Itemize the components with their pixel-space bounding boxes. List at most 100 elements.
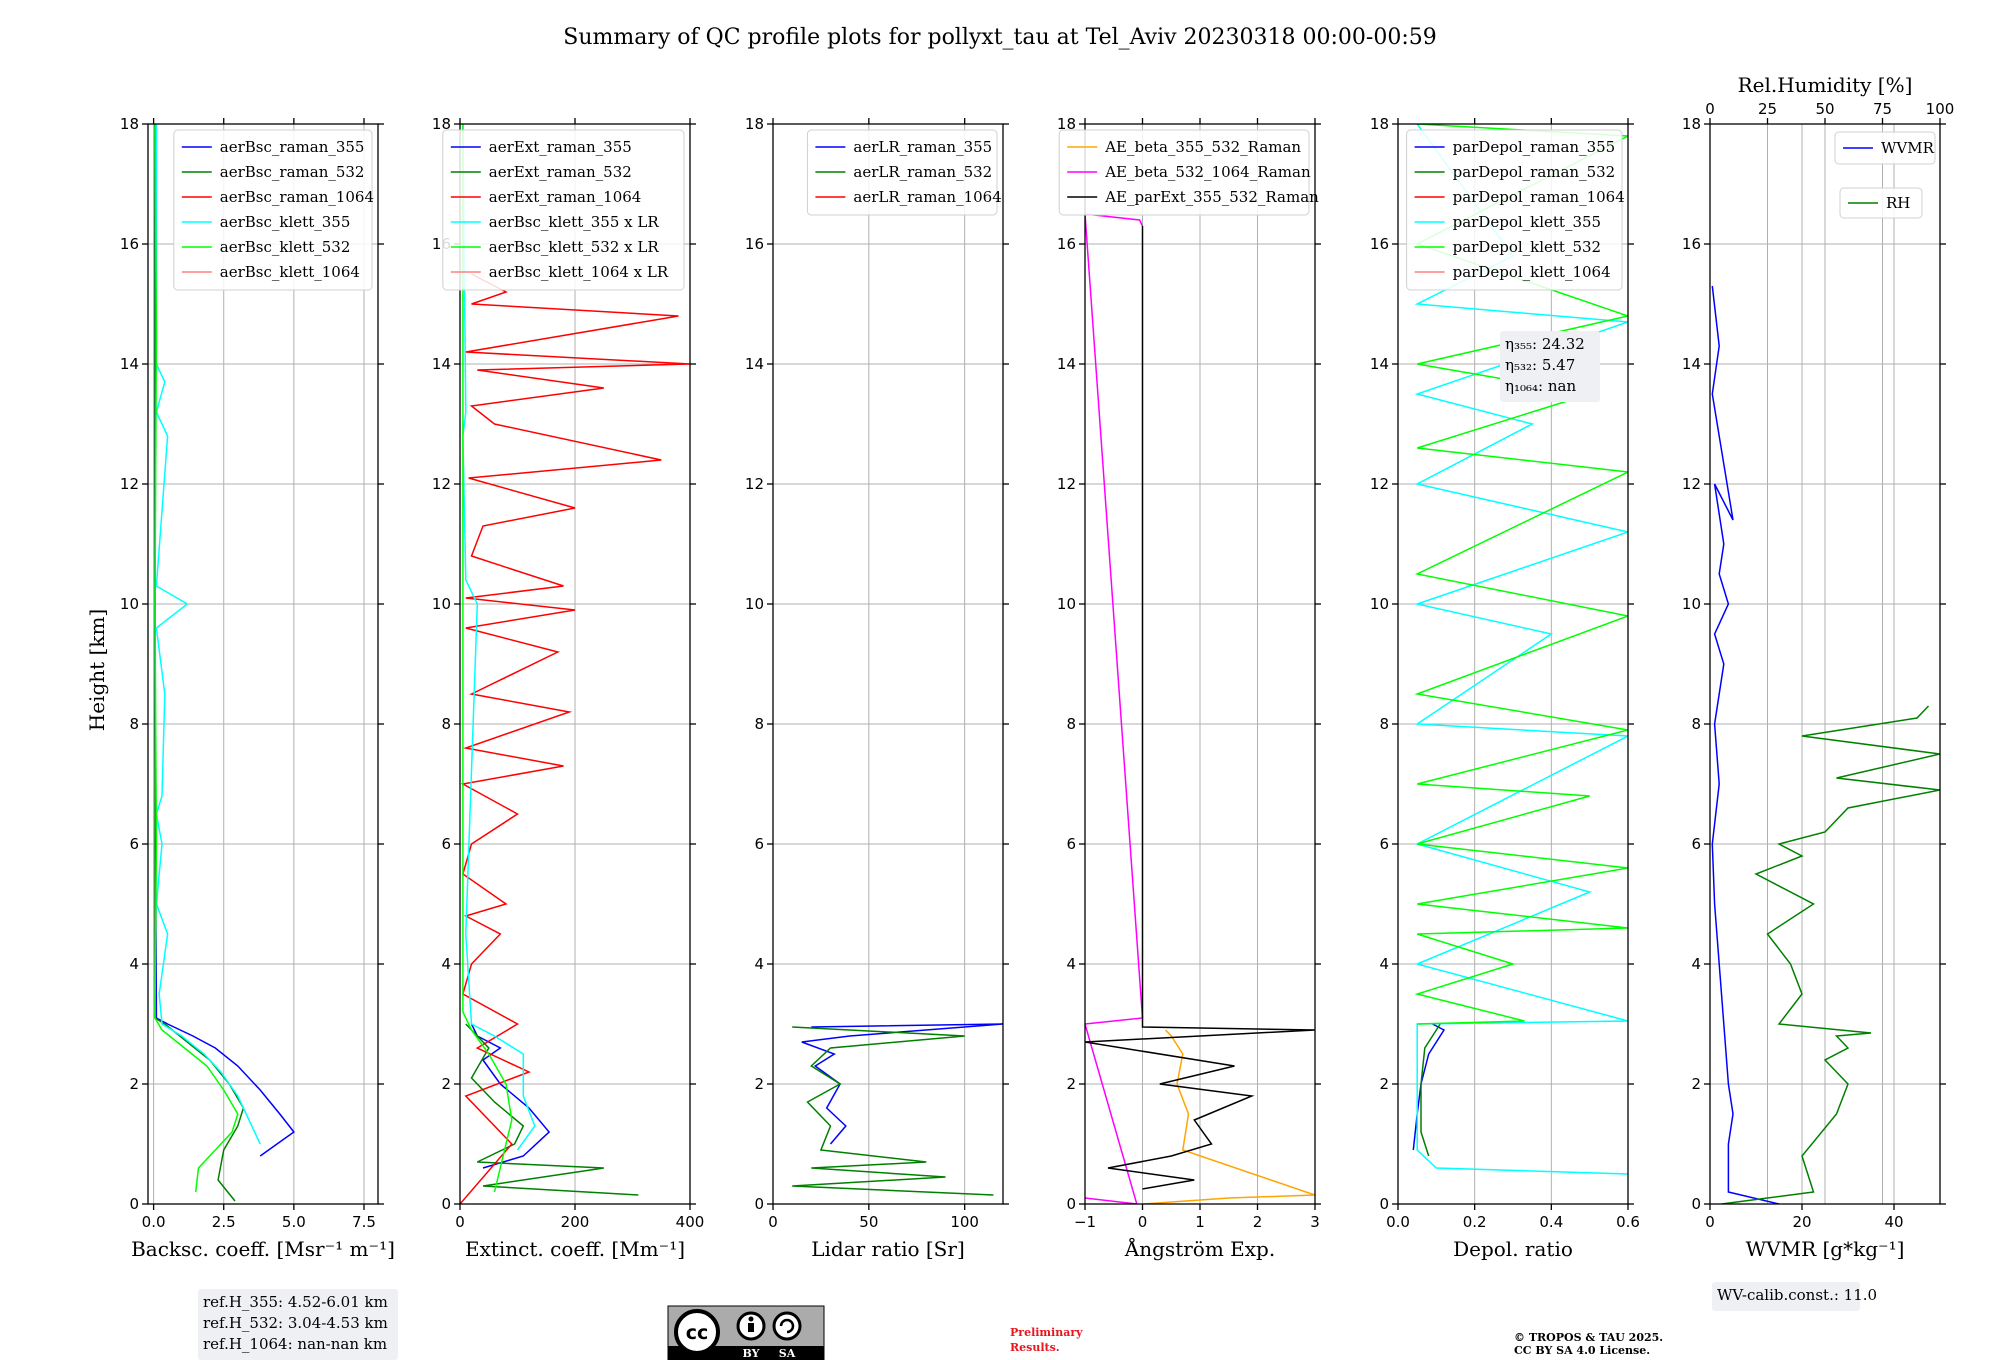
y-tick-label: 10 [1682, 595, 1701, 613]
plot-frame [1397, 123, 1629, 1205]
legend-label: aerBsc_raman_355 [220, 138, 365, 156]
cc-license-badge: cc BY SA [667, 1305, 825, 1360]
x2-tick-label: 25 [1758, 100, 1777, 118]
legend-label: aerLR_raman_532 [853, 163, 992, 181]
x-tick-label: 7.5 [352, 1213, 376, 1231]
y-tick-label: 4 [441, 955, 451, 973]
legend-label: parDepol_raman_532 [1453, 163, 1616, 181]
textbox-line: η₁₀₆₄: nan [1505, 377, 1576, 395]
x-tick-label: 40 [1884, 1213, 1903, 1231]
y-tick-label: 0 [129, 1195, 139, 1213]
x2-tick-label: 0 [1705, 100, 1715, 118]
y-tick-label: 4 [1691, 955, 1701, 973]
x2-tick-label: 50 [1815, 100, 1834, 118]
x2-axis-label: Rel.Humidity [%] [1738, 73, 1913, 97]
x-axis-label: WVMR [g*kg⁻¹] [1746, 1237, 1905, 1261]
legend-box [173, 129, 373, 291]
legend-label: AE_beta_532_1064_Raman [1104, 163, 1311, 181]
y-tick-label: 4 [1379, 955, 1389, 973]
cc-sa-label: SA [779, 1347, 796, 1360]
y-axis-label: Height [km] [85, 609, 109, 731]
y-tick-label: 12 [432, 475, 451, 493]
legend-label: aerBsc_klett_355 [220, 213, 351, 231]
series-group [1085, 213, 1315, 1204]
series-group [460, 124, 690, 1204]
y-tick-label: 10 [1057, 595, 1076, 613]
x-axis-label: Ångström Exp. [1124, 1236, 1275, 1261]
y-tick-label: 8 [1691, 715, 1701, 733]
legend-label: aerBsc_raman_1064 [220, 188, 374, 206]
share-alike-icon [772, 1311, 802, 1341]
y-tick-label: 4 [754, 955, 764, 973]
y-tick-label: 12 [1057, 475, 1076, 493]
legend-label: aerBsc_klett_1064 [220, 263, 360, 281]
y-tick-label: 18 [432, 115, 451, 133]
legend-label: aerBsc_klett_355 x LR [489, 213, 660, 231]
preliminary-label-2: Results. [1010, 1341, 1060, 1354]
y-tick-label: 0 [441, 1195, 451, 1213]
x-tick-label: 0.4 [1539, 1213, 1563, 1231]
legend-label: aerLR_raman_355 [853, 138, 992, 156]
y-tick-label: 2 [1691, 1075, 1701, 1093]
legend-label: aerExt_raman_355 [489, 138, 632, 156]
x-tick-label: 0.0 [142, 1213, 166, 1231]
legend: aerBsc_raman_355 aerBsc_raman_532 aerBsc_r… [173, 129, 374, 291]
legend-label: aerExt_raman_1064 [489, 188, 642, 206]
x-tick-label: 5.0 [282, 1213, 306, 1231]
info-textbox: η₃₅₅: 24.32 η₅₃₂: 5.47 η₁₀₆₄: nan [1500, 331, 1600, 402]
legend-label: RH [1886, 194, 1910, 212]
legend-box [1058, 129, 1310, 216]
y-tick-label: 18 [1370, 115, 1389, 133]
legend-box [806, 129, 998, 216]
y-tick-label: 12 [745, 475, 764, 493]
x-tick-label: 400 [676, 1213, 705, 1231]
legend-label: aerBsc_raman_532 [220, 163, 365, 181]
x-tick-label: −1 [1074, 1213, 1096, 1231]
y-tick-label: 18 [1057, 115, 1076, 133]
x-tick-label: 0 [1138, 1213, 1148, 1231]
y-tick-label: 14 [1682, 355, 1701, 373]
textbox-background [1500, 331, 1600, 402]
x-tick-label: 0.2 [1463, 1213, 1487, 1231]
info-textbox: WV-calib.const.: 11.0 [1712, 1282, 1877, 1311]
x-tick-label: 0 [1705, 1213, 1715, 1231]
legend-label: aerLR_raman_1064 [853, 188, 1001, 206]
series-line-ae-parext-355-532-raman [1085, 226, 1315, 1190]
legend-label: aerBsc_klett_532 [220, 238, 351, 256]
series-line-aerlr-raman-355 [801, 1023, 1003, 1145]
y-tick-label: 16 [120, 235, 139, 253]
copyright-line-2: CC BY SA 4.0 License. [1514, 1344, 1650, 1357]
y-tick-label: 12 [1682, 475, 1701, 493]
y-tick-label: 14 [1057, 355, 1076, 373]
x-tick-label: 2.5 [212, 1213, 236, 1231]
y-tick-label: 10 [120, 595, 139, 613]
y-tick-label: 18 [1682, 115, 1701, 133]
y-tick-label: 16 [1057, 235, 1076, 253]
series-line-aerext-raman-532 [465, 1023, 639, 1196]
y-tick-label: 2 [1066, 1075, 1076, 1093]
y-tick-label: 10 [1370, 595, 1389, 613]
series-line-ae-beta-532-1064-raman [1085, 213, 1144, 1204]
y-tick-label: 2 [1379, 1075, 1389, 1093]
legend-label: AE_beta_355_532_Raman [1104, 138, 1301, 156]
legend-label: parDepol_klett_532 [1453, 238, 1602, 256]
y-tick-label: 10 [745, 595, 764, 613]
textbox-line: η₅₃₂: 5.47 [1505, 356, 1575, 374]
legend: AE_beta_355_532_Raman AE_beta_532_1064_Ra… [1058, 129, 1319, 216]
legend-box [1834, 131, 1936, 165]
legend: aerLR_raman_355 aerLR_raman_532 aerLR_rama… [806, 129, 1002, 216]
textbox-line: η₃₅₅: 24.32 [1505, 335, 1585, 353]
series-line-aerbsc-klett-355 [155, 124, 261, 1145]
legend-label: parDepol_raman_355 [1453, 138, 1616, 156]
series-line-aerbsc-klett-532 [154, 124, 239, 1193]
legend: WVMR RH [1834, 131, 1936, 219]
y-tick-label: 12 [1370, 475, 1389, 493]
svg-text:cc: cc [686, 1322, 709, 1344]
legend-box [1839, 187, 1923, 219]
y-tick-label: 2 [441, 1075, 451, 1093]
x-tick-label: 0.6 [1616, 1213, 1640, 1231]
